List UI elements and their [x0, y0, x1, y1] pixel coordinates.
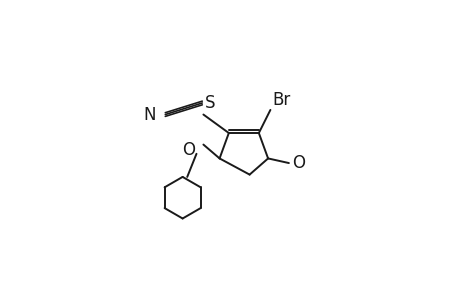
Text: O: O	[292, 154, 305, 172]
Text: S: S	[204, 94, 215, 112]
Text: O: O	[181, 141, 194, 159]
Text: Br: Br	[272, 91, 290, 109]
Text: N: N	[143, 106, 156, 124]
